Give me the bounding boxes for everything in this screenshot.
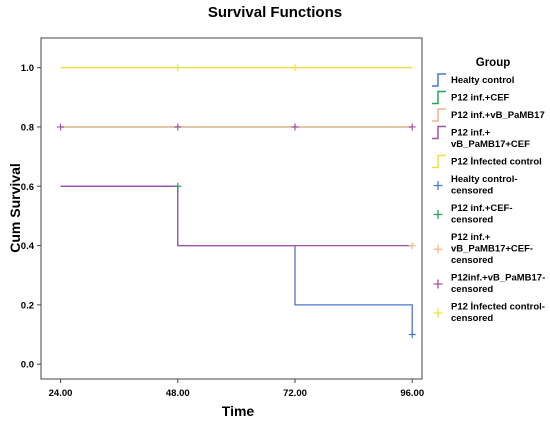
legend-swatch-cross: [433, 308, 443, 318]
y-tick-label: 0.2: [21, 300, 34, 311]
survival-line-1: [60, 185, 413, 335]
legend-label: P12 inf.+ vB_PaMB17+CEF: [451, 128, 530, 151]
x-tick-label: 24.00: [49, 388, 73, 399]
censor-marker-3: [408, 242, 416, 250]
legend-label: P12 inf.+CEF: [451, 93, 510, 104]
censor-markers: [57, 64, 416, 339]
legend-items: Healty control P12 inf.+CEF P12 inf.+vB_Pa…: [432, 73, 545, 325]
legend-label: Healty control: [451, 75, 514, 86]
series-lines: [60, 67, 413, 335]
legend-swatch-step: [432, 73, 446, 87]
x-tick-label: 96.00: [400, 388, 424, 399]
legend-label: Healty control-censored: [451, 174, 518, 197]
legend-swatch-step: [432, 125, 446, 140]
censor-marker-4: [408, 123, 416, 131]
y-tick-label: 0.4: [21, 241, 35, 252]
censor-marker-4: [57, 123, 65, 131]
legend-label: P12 İnfected control: [451, 157, 542, 168]
y-tick-label: 0.0: [21, 360, 34, 371]
legend-swatch-step: [432, 154, 446, 169]
legend-swatch-step: [432, 108, 446, 122]
censor-marker-2: [174, 182, 182, 190]
legend-label: P12 inf.+CEF-censored: [451, 203, 513, 226]
y-tick-label: 0.6: [21, 182, 34, 193]
censor-marker-5: [174, 64, 182, 72]
plot-area: [40, 37, 423, 380]
x-axis-ticks: 24.00 48.00 72.00 96.00: [49, 379, 424, 399]
censor-marker-5: [291, 64, 299, 72]
censor-marker-1: [408, 331, 416, 339]
legend-swatch-cross: [433, 244, 443, 254]
legend-swatch-cross: [433, 279, 443, 289]
legend-label: P12 inf.+ vB_PaMB17+CEF-censored: [451, 232, 533, 266]
legend-title: Group: [476, 57, 511, 69]
y-tick-label: 0.8: [21, 122, 34, 133]
legend-label: P12 inf.+vB_PaMB17: [451, 110, 545, 121]
legend: Group Healty control P12 inf.+CEF P12 inf.…: [432, 57, 545, 324]
legend-swatch-cross: [433, 210, 443, 219]
legend-label: P12inf.+vB_PaMB17-censored: [451, 273, 545, 296]
legend-swatch-cross: [433, 181, 443, 190]
legend-swatch-step: [432, 90, 446, 105]
x-tick-label: 72.00: [283, 388, 307, 399]
chart-title: Survival Functions: [208, 4, 342, 21]
censor-marker-4: [291, 123, 299, 131]
y-axis-title: Cum Survival: [7, 163, 23, 252]
legend-label: P12 İnfected control-censored: [451, 302, 545, 325]
x-axis-title: Time: [222, 403, 255, 419]
survival-line-4: [60, 185, 413, 247]
censor-marker-4: [174, 123, 182, 131]
y-axis-ticks: 0.0 0.2 0.4 0.6 0.8 1.0: [21, 63, 41, 371]
y-tick-label: 1.0: [21, 63, 34, 74]
x-tick-label: 48.00: [166, 388, 190, 399]
